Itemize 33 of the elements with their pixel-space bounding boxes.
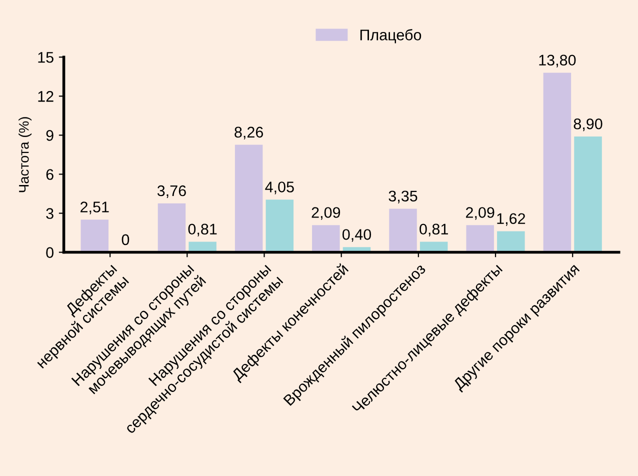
y-tick-label: 12	[38, 91, 54, 102]
data-label: 3,35	[388, 190, 418, 204]
data-label: 2,09	[312, 207, 340, 220]
bar	[497, 231, 525, 252]
data-label: 1,62	[497, 213, 526, 226]
bar	[466, 225, 494, 252]
legend-label: Плацебо	[360, 28, 422, 44]
data-label: 0,81	[420, 224, 448, 236]
y-tick-label: 15	[38, 52, 54, 63]
bar	[188, 242, 216, 252]
bar	[389, 208, 417, 252]
bar	[543, 72, 572, 252]
y-tick-label: 3	[46, 208, 54, 219]
y-tick-label: 6	[46, 169, 54, 180]
bar	[266, 200, 294, 252]
data-label: 3,76	[157, 185, 186, 198]
bar	[80, 220, 109, 252]
y-tick-label: 0	[46, 247, 54, 258]
data-label: 0	[122, 234, 130, 246]
data-label: 0,40	[342, 229, 372, 242]
data-label: 8,26	[234, 126, 264, 140]
data-label: 4,05	[265, 182, 294, 194]
bar	[158, 203, 186, 252]
data-label: 13,80	[539, 54, 576, 68]
bar	[574, 136, 602, 252]
bar	[312, 225, 340, 252]
data-label: 2,51	[80, 202, 109, 214]
data-label: 8,90	[574, 118, 602, 132]
y-tick-label: 9	[46, 130, 54, 141]
data-label: 0,81	[188, 224, 217, 236]
data-label: 2,09	[466, 207, 494, 220]
bar	[234, 144, 263, 252]
y-axis-title: Частота (%)	[18, 117, 32, 192]
